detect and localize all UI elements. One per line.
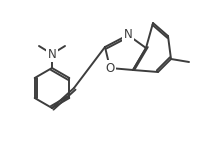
Text: O: O (105, 62, 115, 75)
Text: N: N (48, 48, 56, 61)
Text: N: N (124, 28, 132, 41)
